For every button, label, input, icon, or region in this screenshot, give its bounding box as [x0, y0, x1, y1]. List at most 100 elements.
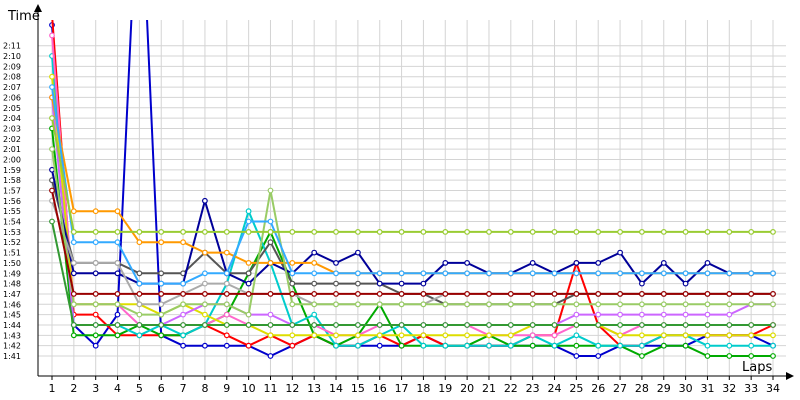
data-point	[158, 291, 165, 297]
x-tick-label: 8	[201, 382, 208, 395]
data-point	[464, 322, 471, 328]
data-point	[49, 166, 55, 173]
data-point	[289, 228, 296, 235]
data-point	[245, 342, 252, 349]
x-tick-label: 34	[766, 382, 780, 395]
data-point	[180, 332, 187, 339]
data-point	[420, 332, 427, 339]
y-tick-label: 1:43	[3, 331, 21, 340]
y-tick-label: 2:00	[3, 155, 21, 164]
data-point	[639, 301, 645, 308]
data-point	[201, 311, 208, 318]
data-point	[311, 260, 318, 266]
y-tick-label: 1:53	[3, 228, 21, 237]
data-point	[442, 322, 449, 328]
data-point	[376, 280, 383, 287]
data-point	[267, 291, 274, 297]
data-point	[639, 342, 645, 349]
data-point	[289, 342, 296, 349]
x-tick-label: 33	[744, 382, 758, 395]
x-tick-label: 23	[526, 382, 540, 395]
data-point	[748, 342, 755, 349]
data-point	[748, 228, 755, 235]
data-point	[660, 228, 667, 235]
data-point	[529, 342, 536, 349]
data-point	[223, 342, 230, 349]
y-tick-label: 2:09	[3, 62, 21, 71]
data-point	[551, 270, 558, 277]
data-point	[464, 270, 471, 277]
y-tick-label: 1:54	[3, 218, 21, 227]
data-point	[311, 228, 318, 235]
data-point	[223, 280, 230, 287]
data-point	[595, 260, 602, 266]
data-point	[311, 291, 318, 297]
data-point	[748, 291, 755, 297]
data-point	[682, 270, 689, 277]
data-point	[682, 311, 689, 318]
data-point	[573, 291, 580, 297]
data-point	[704, 311, 711, 318]
data-point	[704, 228, 711, 235]
data-point	[311, 322, 318, 328]
data-point	[682, 301, 689, 308]
data-point	[507, 332, 514, 339]
data-point	[660, 260, 667, 266]
x-tick-label: 12	[285, 382, 299, 395]
data-point	[573, 270, 580, 277]
data-point	[136, 270, 143, 277]
data-point	[704, 291, 711, 297]
data-point	[704, 332, 711, 339]
x-tick-label: 5	[136, 382, 143, 395]
data-point	[92, 301, 99, 308]
data-point	[333, 322, 339, 328]
data-point	[223, 228, 230, 235]
data-point	[245, 228, 252, 235]
data-point	[49, 115, 55, 121]
x-tick-label: 32	[722, 382, 736, 395]
data-point	[180, 301, 187, 308]
data-point	[245, 260, 252, 266]
data-point	[92, 322, 99, 328]
y-tick-label: 1:55	[3, 207, 21, 216]
series-line	[51, 190, 773, 295]
y-tick-label: 1:49	[3, 269, 21, 278]
data-point	[398, 332, 405, 339]
data-point	[114, 322, 121, 328]
data-point	[660, 270, 667, 277]
data-point	[748, 301, 755, 308]
data-point	[464, 260, 471, 266]
data-point	[442, 342, 449, 349]
x-tick-label: 4	[114, 382, 121, 395]
data-point	[311, 301, 318, 308]
data-point	[92, 239, 99, 246]
data-point	[223, 311, 230, 318]
data-point	[617, 228, 623, 235]
data-point	[289, 291, 296, 297]
data-point	[245, 270, 252, 277]
y-tick-label: 2:01	[3, 145, 21, 154]
series-group	[49, 20, 776, 359]
series-11	[49, 94, 776, 277]
data-point	[748, 270, 755, 277]
y-tick-label: 1:56	[3, 197, 21, 206]
data-point	[486, 332, 492, 339]
data-point	[376, 332, 383, 339]
y-tick-label: 1:46	[3, 300, 21, 309]
series-14	[49, 115, 776, 235]
data-point	[311, 332, 318, 339]
data-point	[704, 322, 711, 328]
x-tick-label: 14	[329, 382, 343, 395]
data-point	[507, 270, 514, 277]
x-tick-label: 17	[395, 382, 409, 395]
data-point	[376, 270, 383, 277]
data-point	[92, 208, 99, 215]
data-point	[136, 311, 143, 318]
data-point	[158, 332, 165, 339]
data-point	[201, 280, 208, 287]
data-point	[573, 311, 580, 318]
data-point	[486, 301, 492, 308]
x-tick-label: 25	[569, 382, 583, 395]
data-point	[398, 342, 405, 349]
data-point	[355, 249, 361, 256]
